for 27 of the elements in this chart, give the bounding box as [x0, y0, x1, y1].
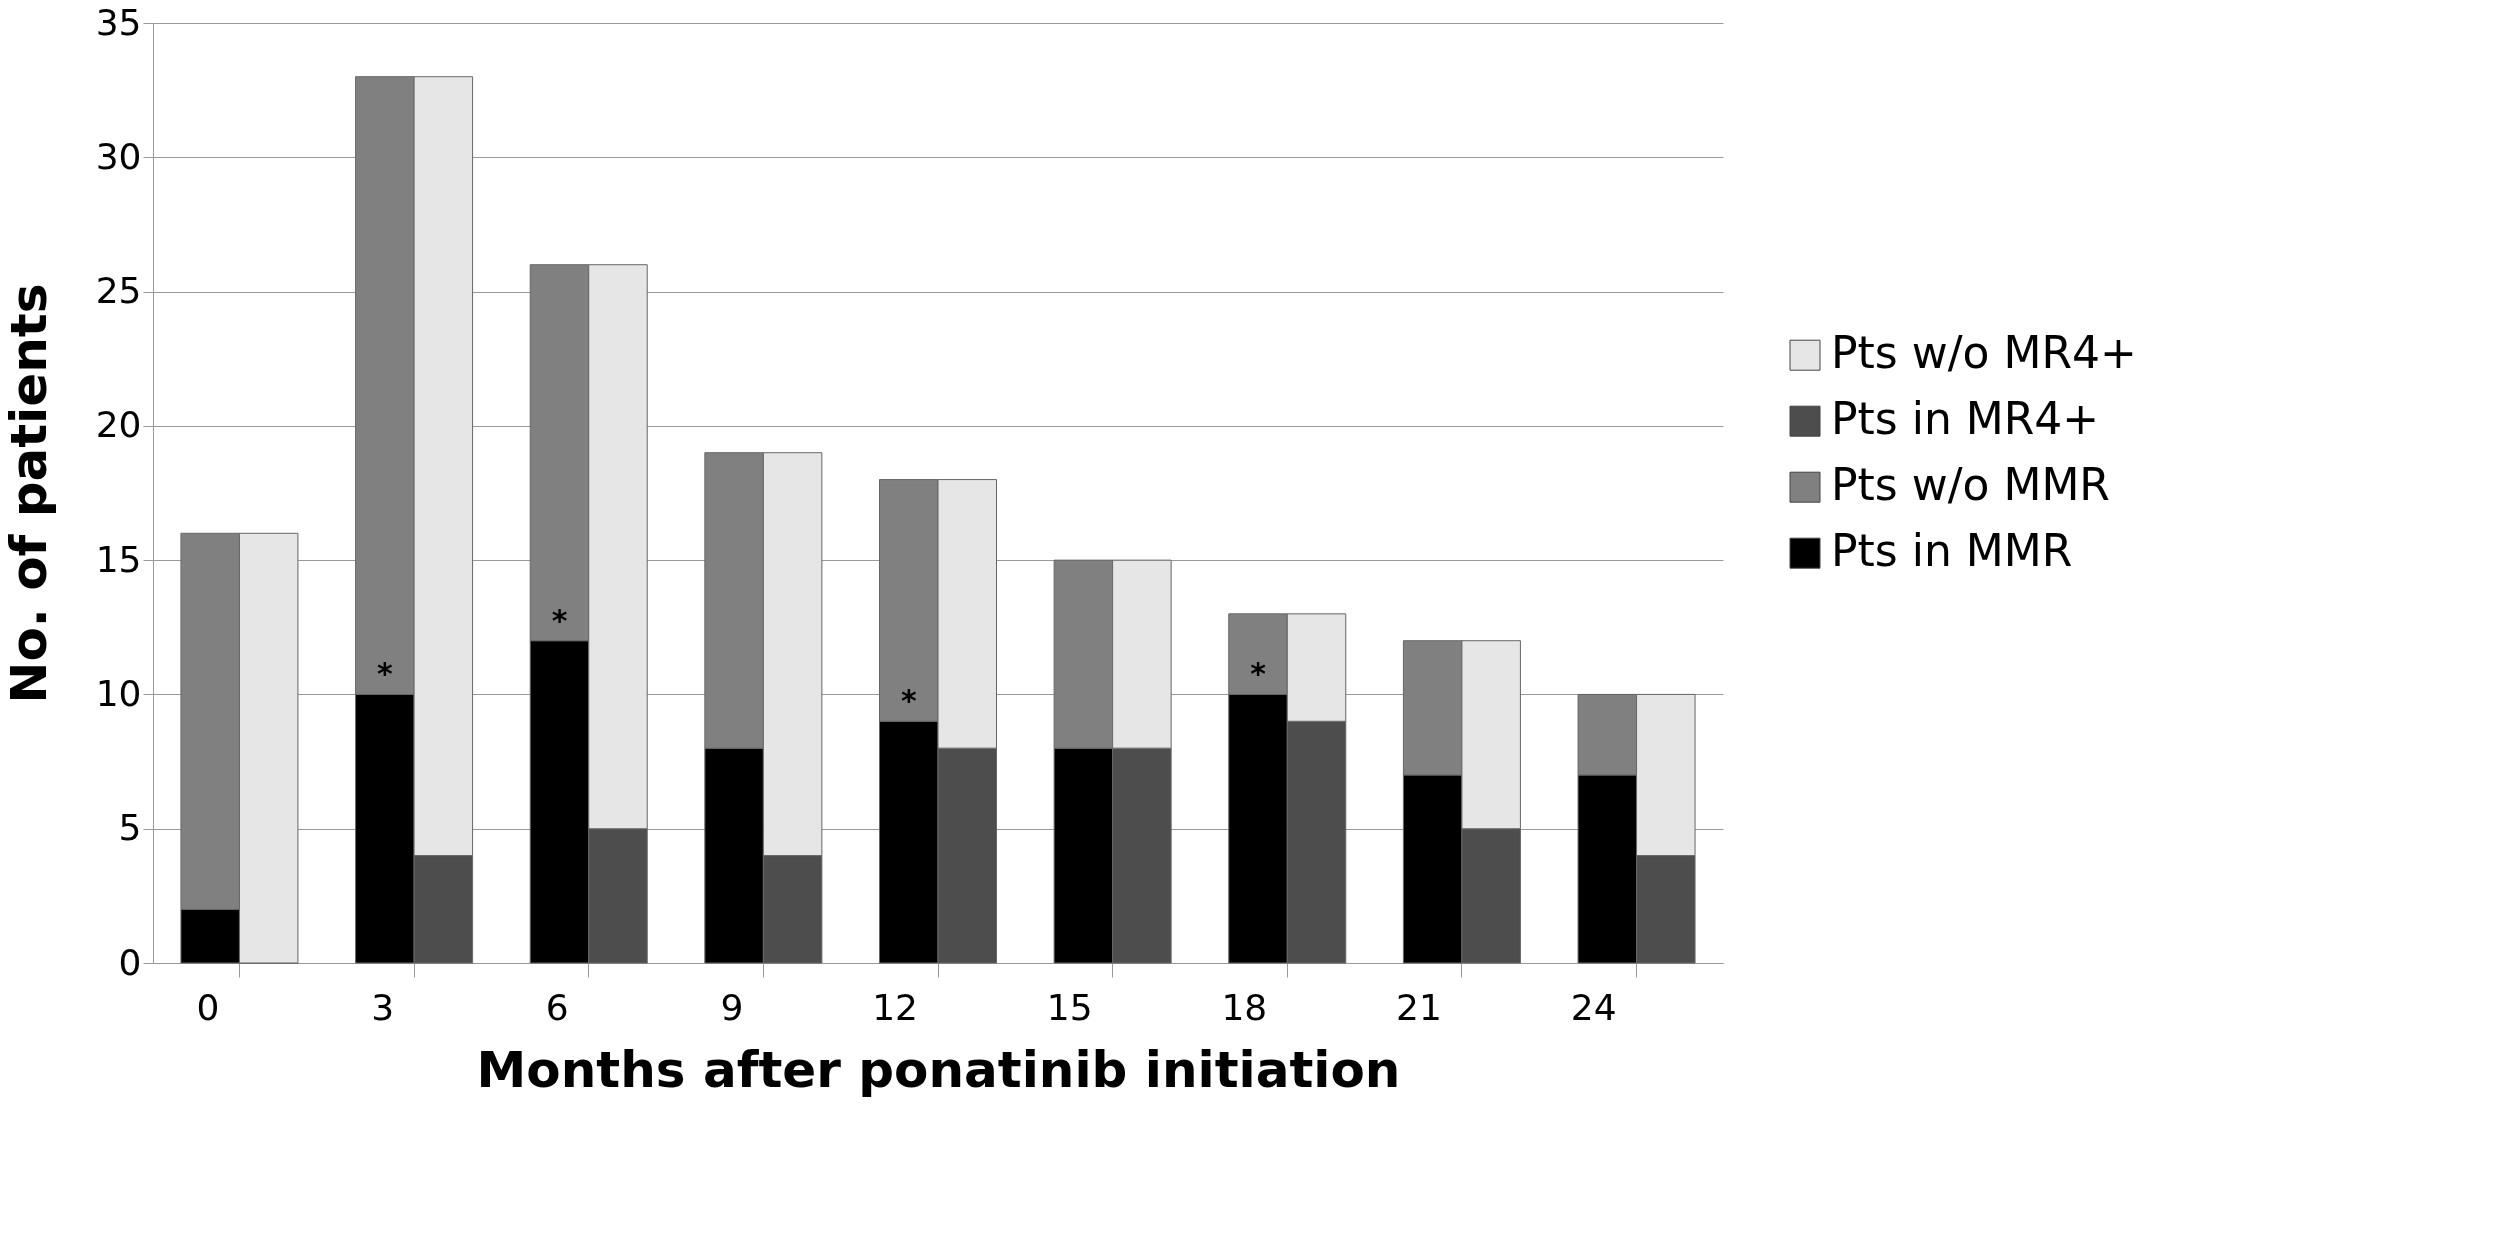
legend-label: Pts w/o MR4+	[1831, 327, 2137, 379]
annotation: *	[900, 683, 917, 719]
x-axis-title: Months after ponatinib initiation	[476, 1040, 1401, 1099]
y-tick-label: 15	[95, 538, 142, 580]
y-tick-label: 35	[95, 1, 142, 43]
x-tick-label: 9	[720, 986, 744, 1028]
x-tick-label: 24	[1570, 986, 1617, 1028]
y-axis-title: No. of patients	[0, 283, 58, 704]
annotation: *	[551, 602, 568, 638]
y-tick-label: 25	[95, 270, 142, 312]
y-tick-label: 10	[95, 672, 142, 714]
x-tick-label: 6	[545, 986, 569, 1028]
x-tick-label: 18	[1221, 986, 1268, 1028]
legend-label: Pts in MMR	[1831, 525, 2073, 577]
x-tick-label: 0	[196, 986, 220, 1028]
y-tick-label: 5	[118, 807, 142, 849]
x-tick-label: 3	[371, 986, 395, 1028]
y-tick-label: 30	[95, 135, 142, 177]
legend-label: Pts in MR4+	[1831, 393, 2100, 445]
x-tick-label: 12	[872, 986, 918, 1028]
y-tick-label: 20	[95, 404, 142, 446]
x-tick-label: 15	[1046, 986, 1093, 1028]
y-tick-label: 0	[118, 941, 142, 983]
x-tick-label: 21	[1396, 986, 1442, 1028]
annotation: *	[1250, 656, 1267, 692]
annotation: *	[376, 656, 393, 692]
legend-label: Pts w/o MMR	[1831, 459, 2110, 511]
